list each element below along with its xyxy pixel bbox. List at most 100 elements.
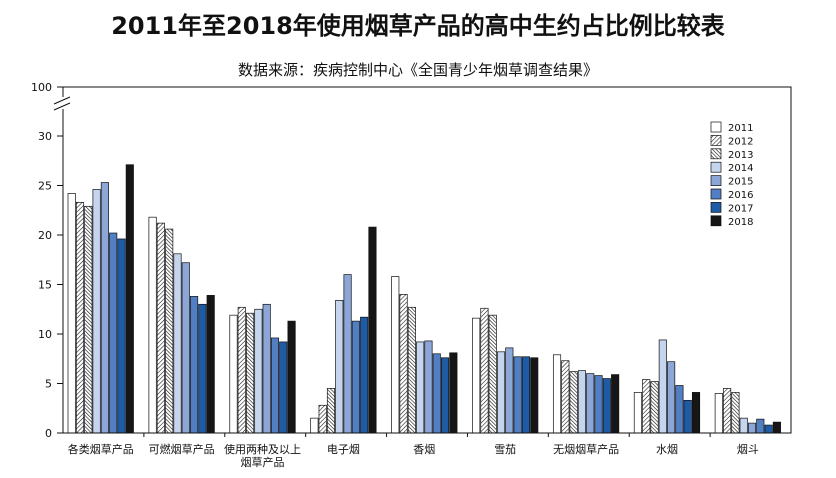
x-tick-label: 电子烟 [327,442,360,456]
bar-2018-cat-9 [772,421,781,434]
bar-2016-cat-6 [513,356,522,434]
bar-2016-cat-4 [351,320,360,434]
bar-2011-cat-6 [472,317,481,434]
bar-2016-cat-5 [432,353,441,434]
y-axis: 0 5 10 15 20 25 30 100 [31,81,63,440]
bar-2015-cat-1 [100,182,109,434]
bar-2018-cat-7 [611,374,620,434]
bar-2014-cat-6 [496,351,506,434]
bar-2012-cat-4 [318,404,327,434]
bar-2017-cat-3 [279,341,288,434]
bar-2012-cat-7 [561,360,570,434]
bar-2011-cat-3 [229,314,238,434]
x-tick-label: 使用两种及以上烟草产品 [224,442,301,469]
bar-2013-cat-4 [326,388,336,434]
bar-2018-cat-1 [125,164,134,434]
bar-2013-cat-5 [407,306,416,434]
bar-2012-cat-9 [723,388,732,434]
bar-2012-cat-5 [399,294,408,434]
y-tick-label: 30 [38,130,52,143]
bar-2017-cat-2 [198,303,207,434]
bar-2016-cat-8 [675,385,684,434]
legend-swatch-2013 [710,148,722,160]
bar-2017-cat-6 [521,356,530,434]
legend-swatch-2012 [710,135,722,146]
bar-2012-cat-3 [237,306,246,434]
bar-2014-cat-7 [577,370,586,434]
bar-2014-cat-2 [173,253,182,434]
x-tick-label: 雪茄 [494,442,516,456]
bar-2014-cat-8 [658,339,667,434]
bar-2011-cat-2 [148,216,157,434]
bar-2014-cat-1 [92,189,101,434]
legend: 2011 2012 2013 2014 2015 2016 2017 2018 [710,121,753,228]
bar-2011-cat-4 [310,417,319,434]
y-tick-label: 15 [38,279,52,292]
bar-2018-cat-2 [206,295,215,434]
bar-2017-cat-5 [441,357,450,434]
legend-label-2014: 2014 [728,163,753,174]
legend-swatch-2017 [710,202,722,213]
bars-group [67,164,781,434]
bar-2016-cat-2 [190,296,199,434]
bar-2012-cat-6 [480,307,489,434]
bar-2011-cat-5 [391,276,400,434]
legend-swatch-2011 [710,121,722,133]
bar-2012-cat-2 [156,222,165,434]
bar-2015-cat-6 [505,347,514,434]
y-tick-label: 0 [45,427,52,440]
x-tick-label: 香烟 [413,442,435,456]
bar-2016-cat-7 [594,375,603,434]
bar-2018-cat-4 [368,226,377,434]
y-tick-label: 5 [45,378,52,391]
bar-2014-cat-9 [739,417,748,434]
bar-2017-cat-9 [764,424,773,434]
bar-2017-cat-1 [117,238,126,434]
x-axis: 各类烟草产品 可燃烟草产品 使用两种及以上烟草产品 电子烟 香烟 雪茄 无烟烟草产品 水烟 烟斗 [68,433,759,469]
legend-label-2011: 2011 [728,123,753,134]
legend-label-2013: 2013 [728,150,753,161]
bar-2018-cat-8 [691,392,701,434]
bar-2011-cat-7 [552,354,562,434]
bar-2016-cat-3 [270,337,280,434]
bar-2013-cat-3 [246,312,255,434]
bar-2017-cat-4 [360,316,369,434]
bar-2014-cat-5 [416,341,425,434]
x-tick-label: 无烟烟草产品 [553,442,619,456]
legend-label-2015: 2015 [728,177,753,188]
y-tick-label: 20 [38,229,52,242]
plot-frame [62,86,792,434]
bar-2014-cat-3 [254,308,263,434]
legend-label-2017: 2017 [728,203,753,214]
legend-label-2018: 2018 [728,217,753,228]
legend-swatch-2015 [710,175,722,186]
bar-2015-cat-7 [586,373,595,434]
bar-2011-cat-9 [714,393,723,434]
x-tick-label: 烟斗 [737,442,759,456]
bar-2015-cat-3 [262,303,271,434]
bar-2013-cat-2 [165,228,174,434]
legend-label-2012: 2012 [728,136,753,147]
bar-2013-cat-9 [731,392,740,434]
bar-2017-cat-8 [683,399,692,434]
y-tick-label: 10 [38,328,52,341]
bar-2016-cat-1 [109,232,118,434]
chart-subtitle: 数据来源：疾病控制中心《全国青少年烟草调查结果》 [237,61,598,79]
bar-2015-cat-4 [343,274,352,434]
bar-2017-cat-7 [602,378,611,434]
bar-2018-cat-3 [287,320,296,434]
bar-2015-cat-8 [667,361,676,434]
bar-2016-cat-9 [756,418,765,434]
bar-2015-cat-2 [181,262,190,434]
bar-2011-cat-1 [67,193,76,434]
bar-2015-cat-9 [747,422,757,434]
bar-2018-cat-6 [530,357,539,434]
chart-title: 2011年至2018年使用烟草产品的高中生约占比例比较表 [111,12,725,40]
bar-2015-cat-5 [424,340,433,434]
legend-swatch-2014 [710,161,722,173]
bar-2011-cat-8 [633,392,642,434]
axis-break-icon [53,96,71,111]
x-tick-label: 可燃烟草产品 [149,442,215,456]
x-tick-label: 各类烟草产品 [68,442,134,456]
